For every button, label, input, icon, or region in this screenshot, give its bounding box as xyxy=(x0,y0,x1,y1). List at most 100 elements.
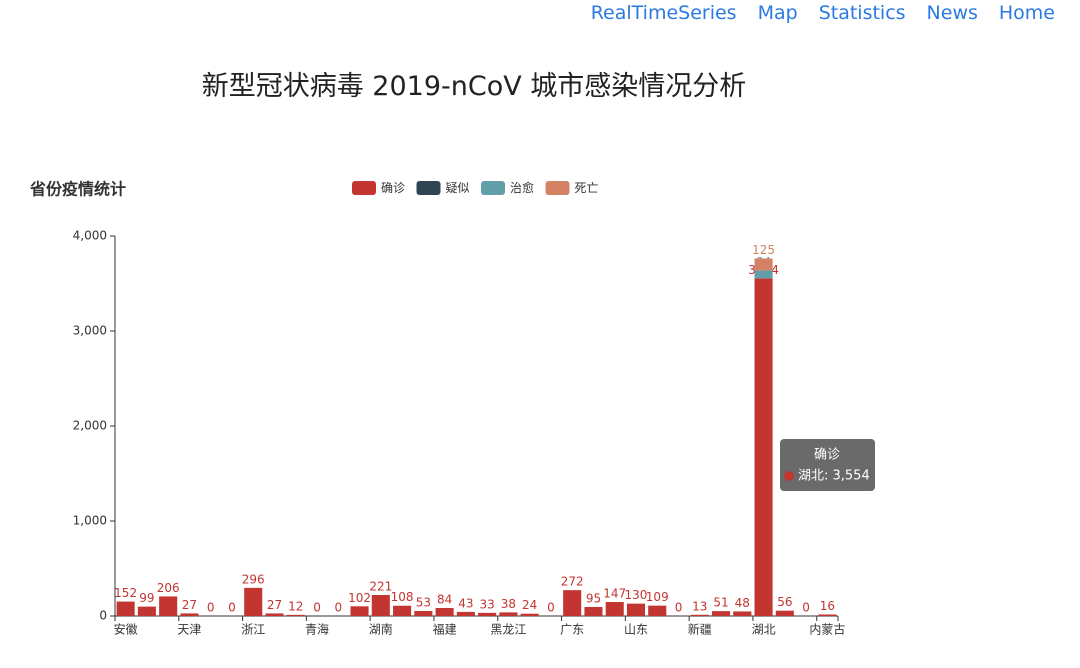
value-label: 53 xyxy=(416,595,431,609)
page-title: 新型冠状病毒 2019-nCoV 城市感染情况分析 xyxy=(201,71,747,102)
x-tick-label: 天津 xyxy=(177,623,201,637)
tooltip-box xyxy=(780,439,875,491)
value-label: 33 xyxy=(479,597,494,611)
x-tick-label: 黑龙江 xyxy=(490,623,526,637)
nav-link[interactable]: News xyxy=(926,2,978,24)
bar xyxy=(605,602,624,616)
value-label: 84 xyxy=(437,593,452,607)
bar xyxy=(584,606,603,616)
tooltip-dot xyxy=(784,471,794,481)
value-label: 108 xyxy=(391,590,414,604)
value-label: 48 xyxy=(735,596,750,610)
x-tick-label: 湖北 xyxy=(752,622,776,637)
bar xyxy=(690,614,709,616)
value-label: 102 xyxy=(348,591,371,605)
value-label: 152 xyxy=(114,586,137,600)
bar xyxy=(371,595,390,616)
tooltip-title: 确诊 xyxy=(814,448,840,463)
value-label: 12 xyxy=(288,599,303,613)
y-tick-label: 3,000 xyxy=(73,324,107,338)
value-label: 221 xyxy=(369,580,392,594)
value-label: 95 xyxy=(586,591,601,605)
x-tick-label: 青海 xyxy=(305,622,329,637)
bar xyxy=(818,614,837,616)
bar xyxy=(116,601,135,616)
value-label: 125 xyxy=(752,243,775,257)
y-tick-label: 2,000 xyxy=(73,419,107,433)
bar xyxy=(733,611,752,616)
value-label: 0 xyxy=(313,601,321,615)
y-tick-label: 1,000 xyxy=(73,514,107,528)
nav-link[interactable]: RealTimeSeries xyxy=(590,2,737,24)
x-tick-label: 浙江 xyxy=(241,623,265,637)
bar xyxy=(648,605,667,616)
x-tick-label: 山东 xyxy=(624,623,648,637)
legend-swatch xyxy=(352,181,376,195)
legend-label: 死亡 xyxy=(575,181,599,195)
x-tick-label: 新疆 xyxy=(688,622,712,637)
bar xyxy=(520,613,539,616)
value-label: 0 xyxy=(675,601,683,615)
value-label: 206 xyxy=(157,581,180,595)
bar xyxy=(137,606,156,616)
value-label: 0 xyxy=(547,601,555,615)
chart-title: 省份疫情统计 xyxy=(29,180,126,199)
bar xyxy=(626,603,646,616)
bar xyxy=(393,605,412,616)
value-label: 27 xyxy=(182,598,197,612)
value-label: 51 xyxy=(713,596,728,610)
nav-link[interactable]: Home xyxy=(998,2,1055,24)
value-label: 99 xyxy=(139,591,154,605)
y-tick-label: 4,000 xyxy=(73,229,107,243)
bar xyxy=(244,587,263,616)
bar xyxy=(414,610,433,616)
value-label: 296 xyxy=(242,572,265,586)
bar xyxy=(563,590,582,616)
bar xyxy=(265,613,284,616)
bar xyxy=(435,608,454,616)
x-tick-label: 福建 xyxy=(433,622,457,637)
legend-label: 确诊 xyxy=(381,181,405,195)
x-tick-label: 内蒙古 xyxy=(809,622,845,637)
value-label: 38 xyxy=(501,597,516,611)
value-label: 27 xyxy=(267,598,282,612)
legend-label: 治愈 xyxy=(510,180,534,195)
value-label: 0 xyxy=(207,601,215,615)
value-label: 0 xyxy=(334,601,342,615)
x-tick-label: 安徽 xyxy=(114,622,138,637)
legend-label: 疑似 xyxy=(446,180,470,195)
bar xyxy=(754,278,773,616)
bar xyxy=(754,258,773,271)
value-label: 13 xyxy=(692,599,707,613)
value-label: 43 xyxy=(458,596,473,610)
nav-link[interactable]: Map xyxy=(757,2,798,24)
value-label: 24 xyxy=(522,598,537,612)
value-label: 130 xyxy=(625,588,648,602)
bar xyxy=(180,613,199,616)
value-label: 147 xyxy=(603,587,626,601)
nav-link[interactable]: Statistics xyxy=(818,2,906,24)
x-tick-label: 湖南 xyxy=(369,622,393,637)
value-label: 272 xyxy=(561,575,584,589)
x-tick-label: 广东 xyxy=(560,623,584,637)
bar xyxy=(712,611,731,616)
bar xyxy=(159,596,178,616)
value-label: 0 xyxy=(228,601,236,615)
bar xyxy=(350,606,369,616)
nav: RealTimeSeries Map Statistics News Home xyxy=(591,2,1055,24)
value-label: 109 xyxy=(646,590,669,604)
bar xyxy=(286,614,305,616)
bar xyxy=(499,612,518,616)
legend-swatch xyxy=(416,181,441,195)
bar xyxy=(775,610,794,616)
value-label: 56 xyxy=(777,595,792,609)
tooltip-text: 湖北: 3,554 xyxy=(798,469,870,484)
value-label: 16 xyxy=(820,599,835,613)
legend-swatch xyxy=(481,181,505,195)
bar xyxy=(478,612,497,616)
bar xyxy=(456,611,475,616)
bar xyxy=(754,270,773,279)
